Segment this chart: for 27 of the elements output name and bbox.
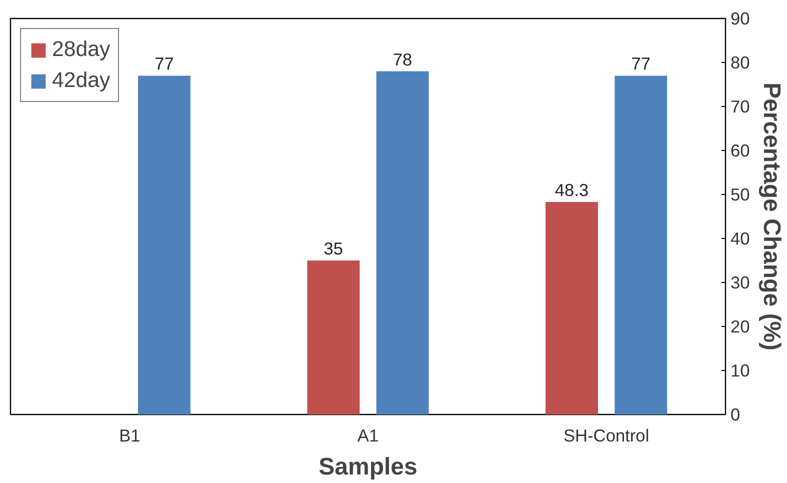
data-label: 77 [631,54,651,74]
y-tick-label: 40 [730,228,750,248]
data-label: 48.3 [554,180,589,200]
bar [546,202,598,414]
legend-label: 42day [52,68,110,93]
y-tick-label: 80 [730,52,750,72]
data-label: 35 [324,238,344,258]
bar [307,260,360,414]
x-tick-label: SH-Control [563,426,650,446]
y-tick-label: 0 [730,404,740,424]
y-tick-label: 30 [730,272,750,292]
bar [376,71,429,414]
x-axis-title: Samples [318,454,418,480]
x-tick-label: B1 [119,426,140,446]
x-tick-label: A1 [357,426,379,446]
data-label: 77 [154,54,174,74]
y-tick-label: 20 [730,316,750,336]
y-tick-label: 90 [730,8,750,28]
legend-label: 28day [52,37,110,62]
y-tick-label: 70 [730,96,750,116]
y-tick-label: 60 [730,140,750,160]
bar [614,76,668,414]
data-label: 78 [392,49,412,70]
y-tick-label: 10 [730,360,750,380]
y-axis-title: Percentage Change (%) [758,82,785,351]
bar [138,76,190,414]
y-tick-label: 50 [730,184,750,204]
